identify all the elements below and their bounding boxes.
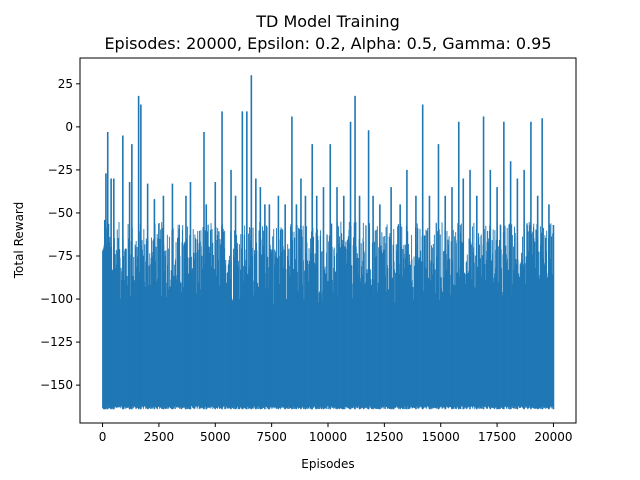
y-tick-label: −100 xyxy=(40,292,73,306)
x-tick-label: 10000 xyxy=(309,430,347,444)
x-tick-label: 5000 xyxy=(200,430,231,444)
y-tick-label: −50 xyxy=(48,206,73,220)
x-tick-label: 12500 xyxy=(365,430,403,444)
x-tick-label: 7500 xyxy=(256,430,287,444)
y-tick-label: −125 xyxy=(40,335,73,349)
x-tick-label: 15000 xyxy=(422,430,460,444)
chart-title: TD Model Training xyxy=(255,12,399,31)
reward-series-band xyxy=(102,221,554,410)
y-tick-label: −25 xyxy=(48,163,73,177)
x-tick-label: 2500 xyxy=(144,430,175,444)
y-axis-label: Total Reward xyxy=(12,202,26,280)
x-tick-label: 0 xyxy=(99,430,107,444)
y-tick-label: 0 xyxy=(65,120,73,134)
y-tick-label: −150 xyxy=(40,378,73,392)
y-tick-label: 25 xyxy=(58,77,73,91)
x-axis-label: Episodes xyxy=(301,457,354,471)
chart-subtitle: Episodes: 20000, Epsilon: 0.2, Alpha: 0.… xyxy=(104,34,551,53)
y-tick-label: −75 xyxy=(48,249,73,263)
x-tick-label: 20000 xyxy=(534,430,572,444)
axes: 0 2500 5000 7500 10000 12500 15000 17500 20000 −1… xyxy=(40,57,577,444)
plot-area xyxy=(102,75,555,410)
x-tick-label: 17500 xyxy=(478,430,516,444)
